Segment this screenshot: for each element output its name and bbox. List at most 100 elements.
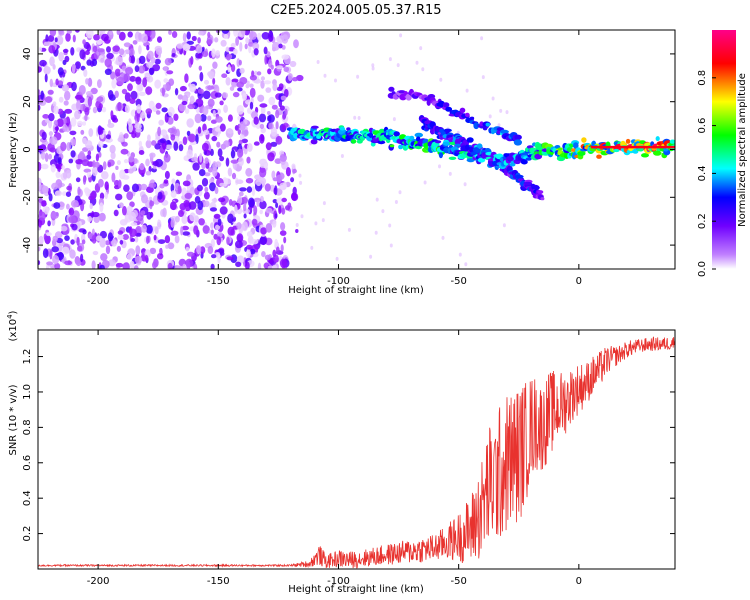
noise-blob — [80, 129, 85, 135]
noise-blob — [267, 152, 275, 162]
noise-blob — [48, 34, 55, 42]
noise-blob — [158, 119, 164, 126]
noise-blob — [95, 153, 99, 162]
noise-blob — [84, 107, 90, 116]
noise-blob — [95, 235, 103, 242]
spectrogram-y-ticks: -40 -20 0 20 40 — [22, 48, 675, 253]
noise-blob — [284, 108, 288, 116]
noise-blob — [75, 257, 82, 267]
noise-blob — [204, 157, 209, 164]
noise-blob — [220, 39, 227, 47]
upper-arc-cell — [405, 93, 412, 101]
noise-blob — [259, 209, 263, 215]
noise-blob — [116, 245, 121, 252]
noise-blob — [178, 103, 186, 112]
noise-blob — [129, 48, 135, 57]
noise-blob — [272, 83, 278, 92]
noise-blob — [48, 45, 56, 54]
noise-blob — [116, 30, 121, 36]
noise-blob — [217, 218, 222, 226]
noise-blob — [199, 153, 203, 163]
y-tick-label: -20 — [22, 189, 33, 205]
noise-blob — [61, 165, 65, 170]
noise-blob — [127, 168, 134, 174]
noise-blob — [388, 223, 392, 228]
secondary-track-cell — [523, 181, 533, 186]
noise-blob — [250, 239, 259, 245]
colorbar-tick-label: 0.0 — [697, 261, 708, 277]
main-track-cell — [434, 140, 442, 144]
noise-blob — [41, 163, 49, 170]
noise-blob — [357, 116, 361, 120]
noise-blob — [263, 46, 268, 55]
noise-blob — [499, 108, 503, 113]
noise-blob — [271, 264, 278, 269]
noise-blob — [118, 202, 124, 208]
noise-blob — [271, 170, 276, 180]
snr-y-ticks: 0.2 0.4 0.6 0.8 1.0 1.2 — [22, 349, 675, 542]
noise-blob — [117, 230, 124, 235]
noise-blob — [236, 105, 244, 115]
noise-blob — [71, 223, 78, 231]
noise-blob — [230, 254, 238, 263]
noise-blob — [163, 78, 169, 83]
noise-blob — [231, 78, 239, 83]
noise-blob — [154, 79, 162, 89]
noise-blob — [291, 192, 299, 202]
noise-blob — [179, 203, 186, 211]
main-track-cell — [477, 157, 486, 163]
noise-blob — [157, 36, 162, 43]
noise-blob — [257, 94, 265, 103]
noise-blob — [415, 60, 419, 65]
noise-blob — [261, 32, 270, 40]
noise-blob — [235, 36, 240, 46]
noise-blob — [215, 116, 223, 123]
noise-blob — [298, 173, 302, 178]
noise-blob — [188, 133, 196, 143]
noise-blob — [83, 69, 88, 77]
x-tick-label: -150 — [207, 276, 230, 287]
noise-blob — [245, 167, 253, 177]
noise-blob — [84, 140, 93, 149]
noise-blob — [388, 57, 392, 62]
noise-blob — [254, 70, 258, 76]
noise-blob — [272, 199, 278, 204]
noise-blob — [175, 171, 183, 177]
noise-blob — [448, 171, 452, 176]
main-track-cell — [350, 139, 357, 144]
noise-blob — [98, 30, 106, 35]
noise-blob — [225, 77, 231, 86]
noise-blob — [138, 45, 142, 55]
noise-blob — [230, 149, 236, 159]
noise-blob — [135, 245, 141, 256]
noise-blob — [105, 240, 111, 246]
x-tick-label: -100 — [327, 576, 350, 587]
noise-blob — [203, 191, 210, 200]
noise-blob — [281, 54, 290, 60]
noise-blob — [64, 260, 73, 266]
noise-blob — [58, 51, 64, 62]
noise-blob — [233, 48, 238, 55]
noise-blob — [225, 157, 230, 167]
noise-blob — [197, 37, 201, 44]
noise-blob — [38, 235, 44, 245]
noise-blob — [226, 53, 231, 61]
noise-blob — [66, 203, 70, 210]
upper-arc-cell — [459, 107, 466, 114]
snr-series-line — [38, 336, 675, 569]
noise-blob — [211, 48, 216, 58]
noise-blob — [184, 192, 193, 199]
noise-blob — [134, 65, 140, 73]
noise-blob — [260, 76, 265, 81]
noise-blob — [207, 71, 215, 77]
noise-blob — [64, 108, 73, 114]
noise-blob — [229, 86, 235, 91]
noise-blob — [463, 182, 467, 187]
noise-blob — [223, 104, 229, 114]
noise-blob — [210, 222, 214, 230]
noise-blob — [216, 108, 221, 115]
noise-blob — [61, 84, 70, 92]
noise-blob — [106, 52, 114, 60]
main-track-cell — [346, 127, 351, 131]
noise-blob — [132, 40, 138, 45]
